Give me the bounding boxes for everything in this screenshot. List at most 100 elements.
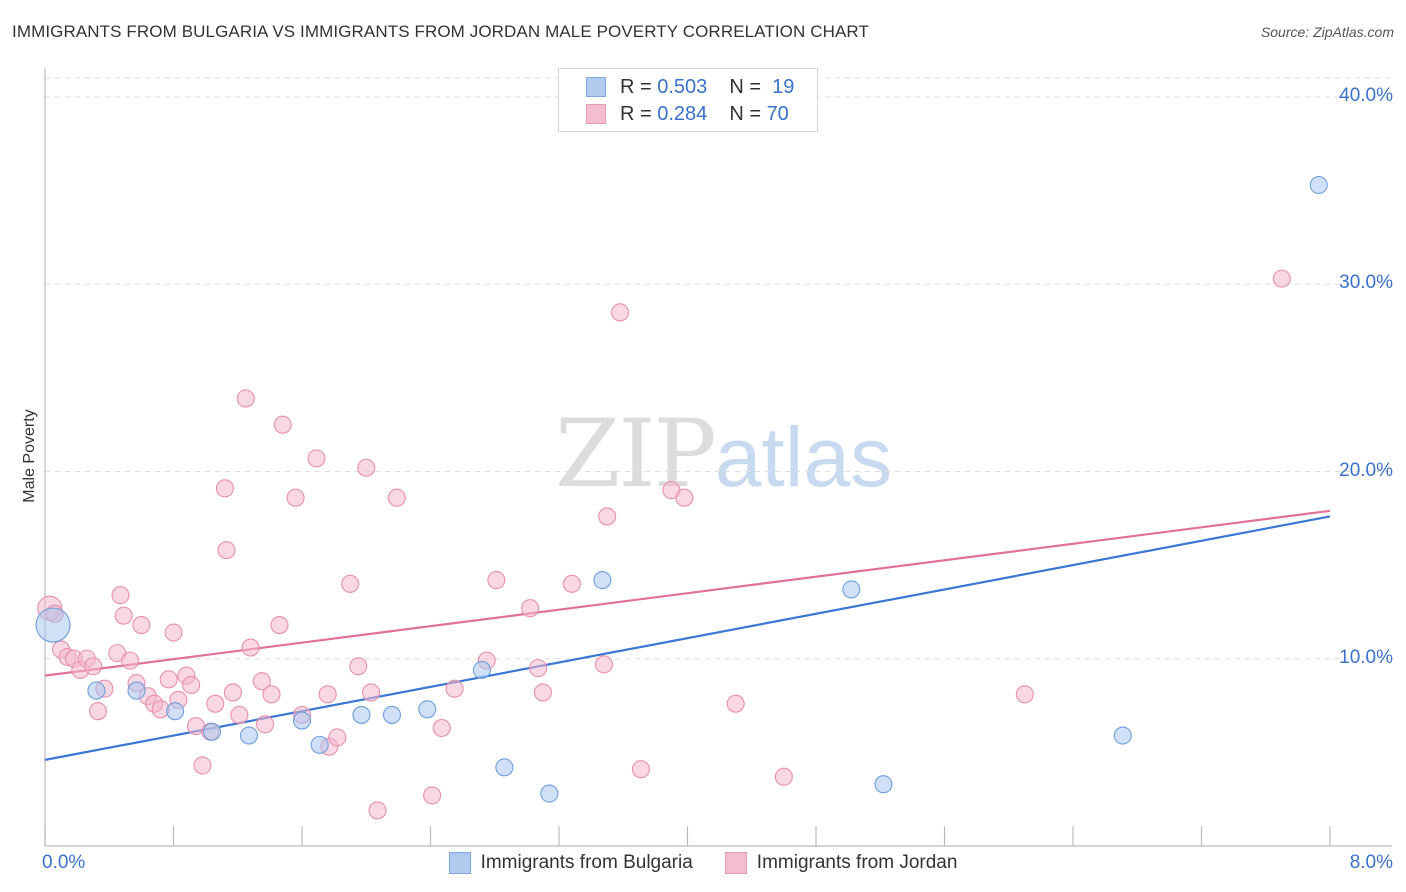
stats-swatch-jordan [586, 104, 606, 124]
point-jordan [88, 702, 108, 721]
y-tick-label: 20.0% [1339, 459, 1393, 481]
stats-row-jordan: R = 0.284 N = 70 [559, 101, 789, 127]
point-jordan [256, 715, 275, 734]
legend-item-jordan[interactable]: Immigrants from Jordan [724, 852, 958, 874]
point-jordan [598, 507, 617, 526]
point-jordan [675, 488, 694, 507]
point-jordan [215, 479, 234, 498]
point-jordan [328, 728, 347, 747]
trend-line-jordan [44, 509, 1331, 677]
stats-swatch-bulgaria [586, 77, 606, 97]
grid-lines [45, 77, 1392, 660]
point-jordan [487, 571, 506, 590]
point-jordan [164, 623, 183, 642]
point-bulgaria [166, 702, 185, 721]
y-tick-label: 10.0% [1339, 646, 1393, 668]
stats-r-value: 0.284 [657, 102, 708, 125]
point-jordan [610, 303, 630, 322]
point-bulgaria [382, 705, 402, 724]
point-jordan [387, 488, 406, 507]
point-jordan [121, 651, 140, 670]
point-jordan [236, 389, 255, 408]
chart-title: IMMIGRANTS FROM BULGARIA VS IMMIGRANTS F… [12, 22, 869, 41]
legend-swatch-jordan [724, 852, 747, 874]
point-bulgaria [1113, 726, 1132, 745]
point-jordan [114, 606, 133, 625]
point-jordan [159, 670, 178, 689]
point-bulgaria [842, 580, 861, 599]
point-jordan [84, 657, 103, 676]
point-jordan [286, 488, 305, 507]
y-tick-label: 30.0% [1339, 272, 1393, 294]
point-bulgaria [310, 735, 329, 754]
point-bulgaria [418, 700, 437, 719]
legend-label-bulgaria: Immigrants from Bulgaria [480, 852, 693, 873]
point-jordan [262, 685, 281, 704]
chart-legend: Immigrants from Bulgaria Immigrants from… [0, 852, 1406, 874]
correlation-stats-box: R = 0.503 N = 19 R = 0.284 N = 70 [558, 68, 818, 132]
point-jordan [217, 541, 236, 560]
point-jordan [533, 683, 552, 702]
point-jordan [132, 615, 151, 635]
point-bulgaria [1309, 175, 1328, 195]
point-bulgaria [35, 607, 71, 643]
point-jordan [230, 705, 249, 724]
point-bulgaria [87, 681, 106, 700]
point-bulgaria [593, 571, 612, 590]
axes [44, 68, 1392, 847]
stats-row-bulgaria: R = 0.503 N = 19 [559, 74, 794, 100]
point-jordan [726, 694, 745, 713]
stats-r-value: 0.503 [657, 75, 708, 98]
point-jordan [252, 672, 271, 691]
point-jordan [521, 599, 540, 618]
point-jordan [193, 756, 212, 775]
point-jordan [223, 683, 242, 702]
point-jordan [631, 760, 650, 779]
point-bulgaria [874, 775, 893, 794]
point-jordan [1272, 269, 1291, 288]
point-jordan [273, 415, 292, 434]
point-bulgaria [292, 711, 312, 730]
point-bulgaria [203, 722, 222, 741]
point-jordan [270, 615, 289, 635]
point-jordan [206, 694, 225, 713]
point-jordan [594, 655, 614, 674]
point-jordan [774, 767, 793, 786]
point-bulgaria [239, 726, 259, 745]
point-jordan [562, 574, 581, 593]
point-jordan [307, 449, 326, 468]
point-jordan [182, 675, 201, 695]
legend-label-jordan: Immigrants from Jordan [756, 852, 958, 873]
data-points [35, 175, 1328, 820]
point-jordan [318, 685, 337, 704]
stats-r-label: R = [620, 102, 652, 125]
legend-item-bulgaria[interactable]: Immigrants from Bulgaria [448, 852, 693, 874]
point-jordan [362, 683, 381, 702]
point-bulgaria [540, 784, 559, 803]
point-bulgaria [472, 660, 491, 680]
stats-n-label: N = [729, 102, 761, 125]
y-tick-label: 40.0% [1339, 85, 1393, 106]
stats-n-value: 19 [772, 75, 795, 98]
point-jordan [1015, 685, 1034, 704]
point-jordan [357, 458, 376, 477]
point-jordan [349, 657, 368, 676]
source-credit: Source: ZipAtlas.com [1260, 24, 1394, 40]
stats-n-label: N = [729, 75, 761, 98]
point-bulgaria [352, 705, 371, 724]
x-tick-label-min: 0.0% [42, 852, 86, 873]
point-jordan [423, 786, 442, 805]
point-jordan [111, 586, 130, 605]
watermark-atlas: atlas [714, 410, 893, 504]
point-jordan [529, 659, 548, 678]
point-jordan [341, 574, 360, 593]
stats-n-value: 70 [766, 102, 789, 125]
point-bulgaria [127, 681, 146, 700]
point-jordan [368, 801, 387, 820]
legend-swatch-bulgaria [448, 852, 471, 874]
point-jordan [445, 679, 464, 698]
x-tick-label-max: 8.0% [1349, 852, 1393, 873]
point-jordan [432, 718, 451, 738]
point-jordan [241, 638, 260, 657]
